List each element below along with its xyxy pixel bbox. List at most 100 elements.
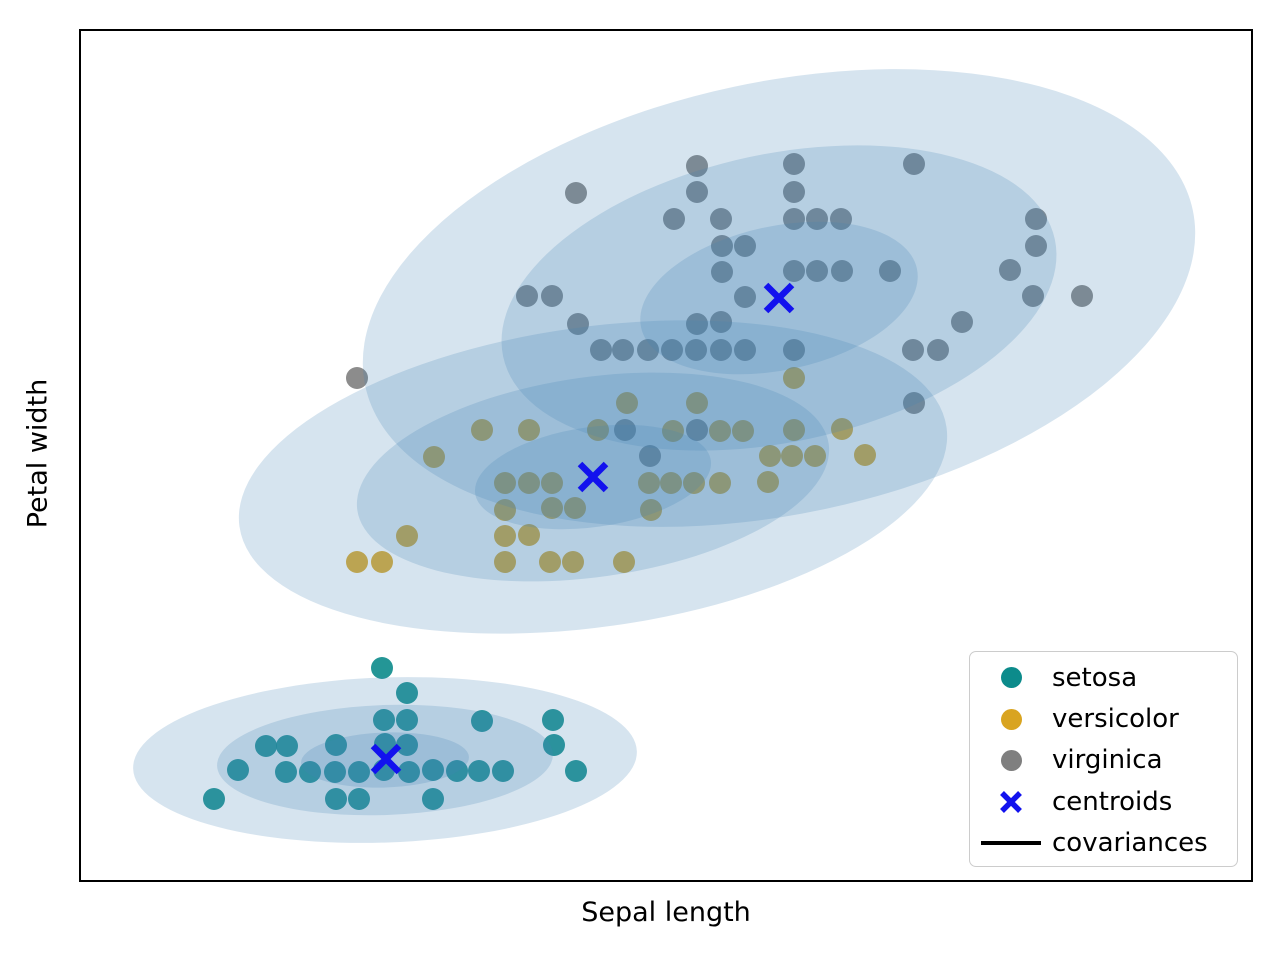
data-point (203, 788, 225, 810)
data-point (346, 367, 368, 389)
data-point (471, 710, 493, 732)
data-point (709, 420, 731, 442)
data-point (639, 445, 661, 467)
data-point (734, 286, 756, 308)
centroid-x-glyph (1000, 790, 1022, 813)
data-point (637, 339, 659, 361)
data-point (562, 551, 584, 573)
legend-label-covariances: covariances (1052, 828, 1208, 859)
data-point (1025, 208, 1047, 230)
centroid-x-icon (970, 788, 1052, 816)
data-point (518, 472, 540, 494)
centroid-marker (370, 743, 402, 775)
versicolor-dot-icon (1000, 708, 1022, 730)
data-point (734, 235, 756, 257)
data-point (663, 208, 685, 230)
centroid-x-path (1000, 790, 1022, 813)
data-point (686, 313, 708, 335)
data-point (396, 525, 418, 547)
data-point (494, 525, 516, 547)
data-point (396, 734, 418, 756)
legend-item-covariances: covariances (970, 823, 1237, 864)
data-point (348, 761, 370, 783)
data-point (879, 260, 901, 282)
data-point (732, 420, 754, 442)
data-point (660, 472, 682, 494)
data-point (804, 445, 826, 467)
data-point (783, 181, 805, 203)
data-point (518, 524, 540, 546)
data-point (227, 759, 249, 781)
data-point (757, 471, 779, 493)
data-point (903, 392, 925, 414)
data-point (373, 709, 395, 731)
virginica-dot-icon (1000, 749, 1022, 771)
setosa-point-icon (970, 667, 1052, 689)
data-point (346, 551, 368, 573)
data-point (783, 339, 805, 361)
data-point (759, 445, 781, 467)
data-point (711, 235, 733, 257)
data-point (422, 759, 444, 781)
data-point (1022, 285, 1044, 307)
data-point (423, 446, 445, 468)
axes-border (79, 29, 1253, 882)
data-point (903, 153, 925, 175)
legend: setosa versicolor virginica centroids (969, 651, 1238, 867)
legend-label-virginica: virginica (1052, 745, 1163, 776)
legend-item-virginica: virginica (970, 740, 1237, 781)
x-axis-label: Sepal length (581, 897, 751, 928)
data-point (686, 155, 708, 177)
data-point (587, 419, 609, 441)
data-point (518, 419, 540, 441)
data-point (902, 339, 924, 361)
series-virginica (346, 153, 1093, 467)
data-point (781, 445, 803, 467)
data-point (927, 339, 949, 361)
data-point (348, 788, 370, 810)
data-point (734, 339, 756, 361)
data-point (446, 760, 468, 782)
data-point (806, 260, 828, 282)
series-versicolor (346, 367, 876, 573)
data-point (686, 181, 708, 203)
series-setosa (203, 657, 587, 810)
data-point (638, 472, 660, 494)
data-point (541, 285, 563, 307)
data-point (1071, 285, 1093, 307)
data-point (999, 259, 1021, 281)
data-point (662, 420, 684, 442)
data-point (325, 734, 347, 756)
data-point (371, 551, 393, 573)
legend-item-setosa: setosa (970, 657, 1237, 698)
legend-item-centroids: centroids (970, 781, 1237, 822)
data-point (564, 497, 586, 519)
covariance-line-glyph (981, 841, 1041, 846)
data-point (783, 260, 805, 282)
data-point (567, 313, 589, 335)
data-point (616, 392, 638, 414)
data-point (471, 419, 493, 441)
data-point (686, 419, 708, 441)
data-point (398, 761, 420, 783)
data-point (494, 499, 516, 521)
centroid-marker (577, 461, 609, 493)
scatter-points-layer (203, 153, 1093, 810)
data-point (565, 760, 587, 782)
data-point (255, 735, 277, 757)
data-point (516, 285, 538, 307)
legend-label-versicolor: versicolor (1052, 704, 1179, 735)
data-point (709, 472, 731, 494)
data-point (612, 339, 634, 361)
covariance-line-icon (970, 841, 1052, 846)
data-point (565, 182, 587, 204)
data-point (783, 153, 805, 175)
data-point (396, 709, 418, 731)
data-point (710, 339, 732, 361)
data-point (494, 472, 516, 494)
data-point (276, 735, 298, 757)
data-point (831, 260, 853, 282)
data-point (275, 761, 297, 783)
y-axis-label: Petal width (22, 378, 54, 529)
data-point (299, 761, 321, 783)
